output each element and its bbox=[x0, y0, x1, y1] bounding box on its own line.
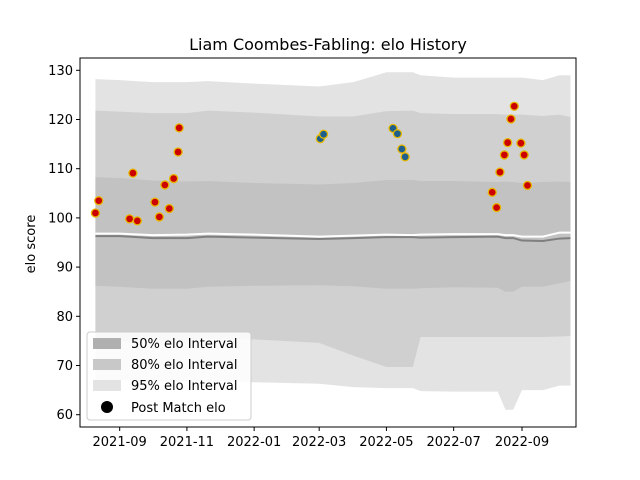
legend-box bbox=[86, 331, 252, 421]
post-match-point bbox=[519, 150, 529, 160]
legend-marker-post-match bbox=[101, 401, 113, 413]
y-axis-ticks: 60 70 80 90 100 110 120 130 bbox=[48, 64, 80, 423]
legend-label-95: 95% elo Interval bbox=[131, 379, 238, 394]
x-tick-label: 2021-09 bbox=[93, 435, 147, 450]
post-match-point bbox=[173, 147, 183, 157]
post-match-point bbox=[174, 123, 184, 133]
post-match-point bbox=[509, 101, 519, 111]
legend-swatch-50 bbox=[93, 338, 121, 349]
chart-title: Liam Coombes-Fabling: elo History bbox=[189, 35, 467, 54]
x-tick-label: 2022-07 bbox=[426, 435, 480, 450]
post-match-point bbox=[499, 150, 510, 160]
y-tick-label: 100 bbox=[48, 211, 73, 226]
x-tick-label: 2022-09 bbox=[495, 435, 549, 450]
legend-swatch-95 bbox=[93, 380, 121, 391]
legend: 50% elo Interval 80% elo Interval 95% el… bbox=[86, 331, 252, 421]
plot-frame bbox=[79, 57, 577, 428]
post-match-point bbox=[160, 180, 170, 190]
x-tick-label: 2022-01 bbox=[227, 435, 281, 450]
mean-lines bbox=[95, 231, 571, 243]
legend-label-80: 80% elo Interval bbox=[131, 358, 238, 373]
y-axis-label: elo score bbox=[24, 215, 39, 274]
x-tick-label: 2021-11 bbox=[160, 435, 214, 450]
legend-label-50: 50% elo Interval bbox=[131, 337, 238, 352]
post-match-point bbox=[522, 180, 533, 191]
post-match-point bbox=[397, 144, 407, 154]
y-tick-label: 130 bbox=[48, 64, 73, 79]
y-tick-label: 70 bbox=[56, 359, 73, 374]
post-match-points bbox=[90, 101, 533, 226]
post-match-point bbox=[400, 152, 410, 162]
post-match-point bbox=[90, 208, 101, 218]
y-tick-label: 90 bbox=[56, 261, 73, 276]
post-match-point bbox=[94, 196, 104, 206]
post-match-point bbox=[487, 187, 497, 197]
post-match-point bbox=[128, 168, 138, 178]
y-tick-label: 60 bbox=[56, 408, 73, 423]
x-tick-label: 2022-05 bbox=[359, 435, 413, 450]
y-tick-label: 110 bbox=[48, 162, 73, 177]
post-match-point bbox=[132, 216, 142, 226]
post-match-point bbox=[124, 214, 135, 224]
legend-swatch-80 bbox=[93, 359, 121, 370]
band-50 bbox=[95, 177, 571, 292]
mean-line-light bbox=[95, 231, 571, 238]
post-match-point bbox=[150, 197, 160, 207]
post-match-point bbox=[164, 203, 174, 214]
post-match-point bbox=[503, 137, 513, 148]
y-tick-label: 80 bbox=[56, 310, 73, 325]
x-tick-label: 2022-03 bbox=[292, 435, 346, 450]
y-tick-label: 120 bbox=[48, 113, 73, 128]
legend-label-post-match: Post Match elo bbox=[131, 401, 226, 416]
post-match-point bbox=[169, 173, 179, 184]
post-match-point bbox=[506, 114, 516, 124]
post-match-point bbox=[491, 202, 502, 213]
post-match-point bbox=[516, 138, 526, 148]
post-match-point bbox=[154, 212, 165, 222]
post-match-point bbox=[392, 129, 403, 139]
post-match-point bbox=[495, 167, 505, 177]
x-axis-ticks: 2021-09 2021-11 2022-01 2022-03 2022-05 2022-… bbox=[93, 427, 549, 450]
mean-line-dark bbox=[95, 235, 571, 243]
post-match-point bbox=[318, 129, 329, 139]
